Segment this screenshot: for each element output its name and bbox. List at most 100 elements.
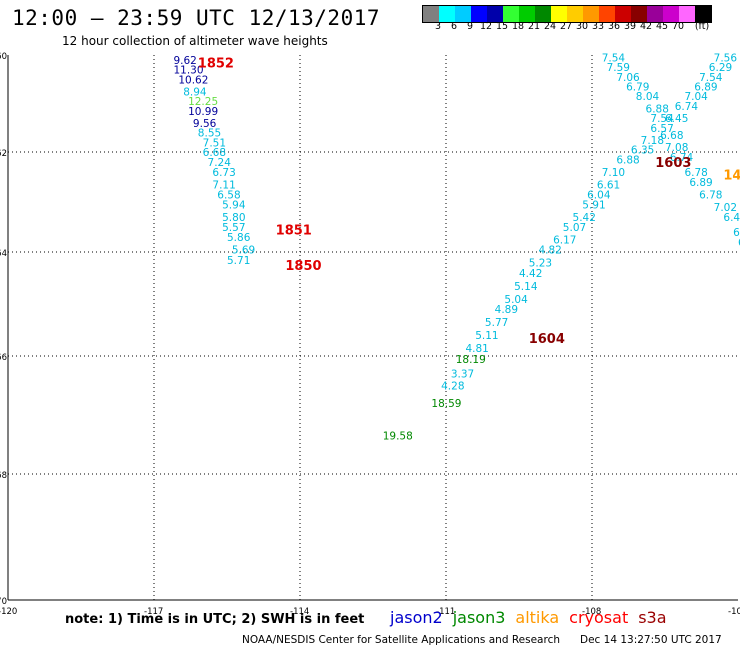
lon-label: -120 <box>0 607 17 617</box>
footer-note: note: 1) Time is in UTC; 2) SWH is in fe… <box>65 612 365 627</box>
wave-height-value: 5.71 <box>227 255 250 267</box>
wave-height-value: 5.11 <box>475 330 498 342</box>
color-scale-legend <box>422 5 712 23</box>
legend-swatch <box>599 6 615 22</box>
lat-label: -62 <box>0 149 7 159</box>
lat-label: -64 <box>0 249 7 259</box>
wave-height-value: 6.74 <box>670 152 694 164</box>
wave-height-value: 6.35 <box>631 145 654 157</box>
wave-height-value: 6.78 <box>684 167 707 179</box>
legend-tick: 12 <box>479 21 493 32</box>
wave-height-value: 9.56 <box>193 118 217 130</box>
wave-height-value: 8.04 <box>636 91 660 103</box>
wave-height-value: 9.62 <box>173 55 196 67</box>
wave-height-value: 6 <box>738 237 740 249</box>
color-scale-ticks: 3 6 9 12 15 18 21 24 27 30 33 36 39 42 45 70 (ft) <box>422 21 740 35</box>
pass-number-label: 14 <box>723 169 740 184</box>
wave-height-value: 6.68 <box>660 130 683 142</box>
legend-tick: 27 <box>559 21 573 32</box>
wave-height-value: 5.42 <box>573 212 596 224</box>
generation-timestamp: Dec 14 13:27:50 UTC 2017 <box>580 634 722 646</box>
legend-tick: 33 <box>591 21 605 32</box>
lat-label: -70 <box>0 597 7 607</box>
wave-height-value: 6.58 <box>217 190 240 202</box>
wave-height-value: 10.62 <box>178 74 208 86</box>
wave-height-value: 7.56 <box>714 52 738 64</box>
legend-swatch <box>455 6 471 22</box>
wave-height-value: 10.99 <box>188 106 218 118</box>
wave-height-value: 8.55 <box>198 128 221 140</box>
wave-height-value: 6.89 <box>694 82 717 94</box>
wave-height-value: 18.59 <box>431 398 461 410</box>
satellite-legend-item: cryosat <box>569 608 629 627</box>
legend-tick: 18 <box>511 21 525 32</box>
legend-swatch <box>471 6 487 22</box>
lat-label: -68 <box>0 471 7 481</box>
legend-tick: 24 <box>543 21 557 32</box>
wave-height-value: 11.30 <box>173 65 203 77</box>
legend-swatch <box>423 6 439 22</box>
legend-tick: 39 <box>623 21 637 32</box>
legend-swatch <box>551 6 567 22</box>
legend-tick: 21 <box>527 21 541 32</box>
legend-tick: 36 <box>607 21 621 32</box>
wave-height-value: 5.04 <box>504 294 528 306</box>
legend-swatch <box>487 6 503 22</box>
wave-height-value: 6.45 <box>665 113 688 125</box>
wave-height-value: 5.69 <box>232 245 255 257</box>
wave-height-value: 6.73 <box>212 167 235 179</box>
legend-swatch <box>535 6 551 22</box>
wave-height-value: 7.11 <box>212 180 235 192</box>
wave-height-value: 6.29 <box>709 62 732 74</box>
legend-swatch <box>567 6 583 22</box>
wave-height-value: 6.04 <box>587 190 611 202</box>
satellite-legend-item: s3a <box>638 608 667 627</box>
wave-height-value: 7.54 <box>699 72 723 84</box>
legend-swatch <box>695 6 711 22</box>
legend-tick: 30 <box>575 21 589 32</box>
legend-tick: 9 <box>466 21 474 32</box>
legend-swatch <box>439 6 455 22</box>
lon-label: -111 <box>436 607 455 617</box>
wave-height-value: 6.17 <box>553 235 576 247</box>
wave-height-value: 4.42 <box>519 268 542 280</box>
wave-height-value: 7.51 <box>203 137 226 149</box>
legend-tick: 15 <box>495 21 509 32</box>
wave-height-value: 7.18 <box>641 135 664 147</box>
pass-number-label: 1603 <box>655 156 691 171</box>
wave-height-value: 7.02 <box>714 202 737 214</box>
wave-height-value: 7.04 <box>684 91 708 103</box>
wave-height-value: 5.14 <box>514 281 538 293</box>
wave-height-value: 5.80 <box>222 212 245 224</box>
legend-tick: 42 <box>639 21 653 32</box>
wave-height-value: 6.79 <box>626 82 649 94</box>
lon-label: -108 <box>582 607 601 617</box>
wave-height-value: 5.57 <box>222 222 245 234</box>
pass-number-label: 1851 <box>276 224 312 239</box>
legend-swatch <box>631 6 647 22</box>
legend-tick: 6 <box>450 21 458 32</box>
wave-height-value: 12.25 <box>188 96 218 108</box>
lat-label: -66 <box>0 353 7 363</box>
satellite-legend-item: jason2 <box>390 608 443 627</box>
wave-height-value: 6.57 <box>650 123 673 135</box>
legend-swatch <box>583 6 599 22</box>
credit-line: NOAA/NESDIS Center for Satellite Applica… <box>242 634 560 646</box>
wave-height-value: 7.54 <box>602 52 626 64</box>
wave-height-value: 5.77 <box>485 317 508 329</box>
legend-tick: (ft) <box>694 21 710 32</box>
lon-label: -117 <box>144 607 163 617</box>
wave-height-value: 4.89 <box>495 304 518 316</box>
legend-swatch <box>663 6 679 22</box>
wave-height-value: 4.82 <box>538 245 561 257</box>
pass-number-label: 1852 <box>198 56 234 71</box>
satellite-legend-item: altika <box>515 608 560 627</box>
legend-swatch <box>679 6 695 22</box>
wave-height-value: 7.24 <box>208 157 232 169</box>
wave-height-value: 5.23 <box>529 257 552 269</box>
legend-swatch <box>519 6 535 22</box>
wave-height-value: 6.43 <box>723 212 740 224</box>
wave-height-value: 7.10 <box>602 167 625 179</box>
legend-tick: 3 <box>434 21 442 32</box>
